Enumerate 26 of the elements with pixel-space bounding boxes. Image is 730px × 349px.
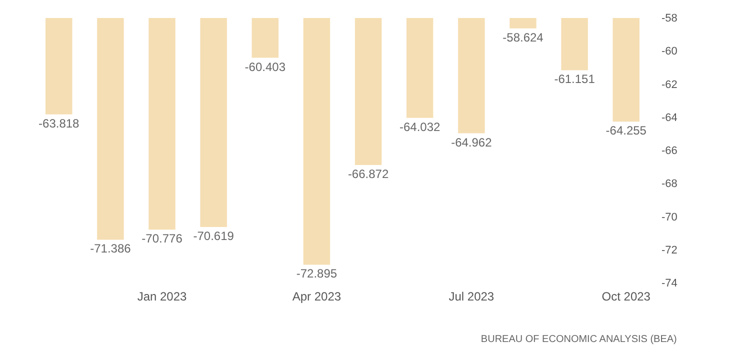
data-label: -66.872	[348, 166, 389, 181]
data-label: -70.776	[142, 232, 183, 246]
data-label: -70.619	[193, 229, 234, 243]
data-label: -64.255	[606, 124, 647, 138]
y-tick-label: -70	[662, 211, 678, 224]
y-tick-label: -62	[662, 78, 678, 91]
data-label: -60.403	[244, 60, 286, 74]
y-tick-label: -64	[662, 112, 678, 124]
x-tick-label: Jan 2023	[137, 290, 188, 304]
data-label: -58.624	[502, 30, 544, 44]
x-tick-label: Oct 2023	[602, 290, 651, 304]
y-tick-label: -60	[662, 46, 678, 58]
data-label: -61.151	[554, 72, 596, 86]
data-label: -63.818	[38, 116, 80, 130]
data-label: -71.386	[90, 242, 132, 256]
y-tick-label: -58	[662, 12, 678, 24]
y-tick-label: -72	[662, 244, 678, 256]
y-tick-label: -66	[662, 145, 678, 157]
data-label: -64.962	[451, 135, 492, 150]
data-label: -64.032	[400, 120, 441, 134]
text: BUREAU OF ECONOMIC ANALYSIS (BEA)	[480, 334, 677, 345]
data-label: -72.895	[296, 266, 338, 281]
y-tick-label: -74	[662, 278, 678, 290]
x-tick-label: Jul 2023	[448, 290, 494, 304]
y-tick-label: -68	[662, 178, 678, 190]
x-tick-label: Apr 2023	[292, 290, 342, 304]
